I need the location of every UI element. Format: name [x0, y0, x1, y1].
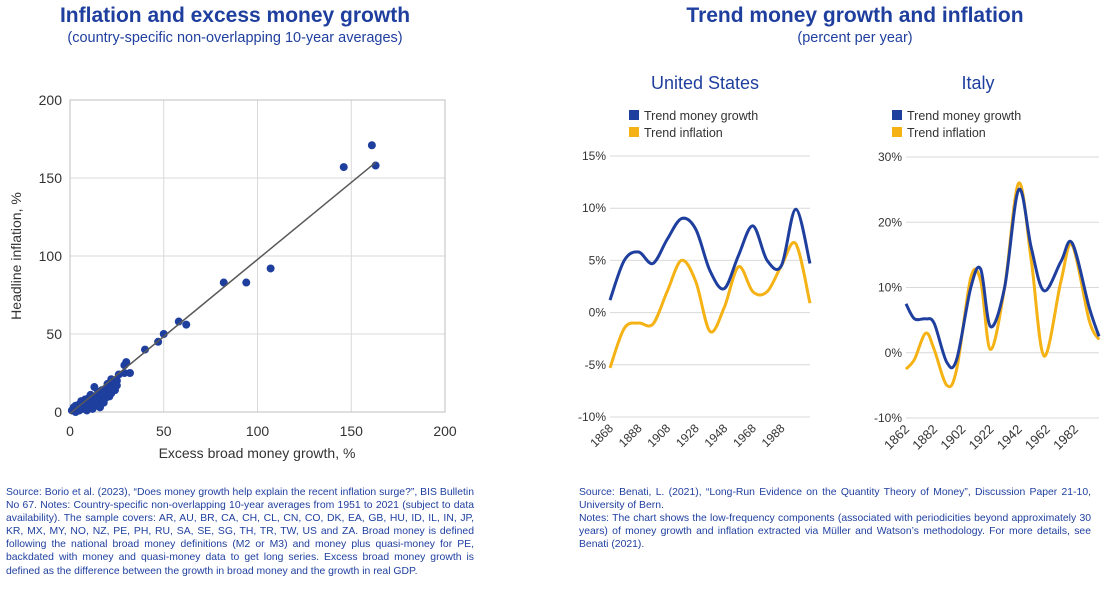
us-y-tick-label: 0% [589, 306, 607, 320]
scatter-y-tick-label: 100 [39, 248, 63, 264]
scatter-x-tick-label: 0 [66, 423, 74, 439]
scatter-fit-line [69, 161, 377, 415]
scatter-point [122, 358, 131, 367]
right-notes-text: Notes: The chart shows the low-frequency… [579, 513, 1091, 551]
italy-legend-inflation-label: Trend inflation [907, 126, 986, 140]
scatter-points [67, 141, 380, 416]
scatter-point [367, 141, 376, 150]
italy-x-tick-label: 1942 [994, 422, 1025, 453]
us-x-tick-label: 1888 [616, 421, 645, 450]
left-chart-subtitle: (country-specific non-overlapping 10-yea… [67, 30, 403, 46]
scatter-point [219, 278, 228, 287]
italy-y-tick-label: 10% [878, 281, 902, 295]
us-y-tick-label: 15% [582, 149, 606, 163]
us-x-tick-label: 1968 [730, 421, 759, 450]
right-source-text: Source: Benati, L. (2021), “Long-Run Evi… [579, 487, 1091, 512]
italy-y-tick-label: 30% [878, 150, 902, 164]
italy-grid [906, 156, 1099, 419]
us-legend-inflation-label: Trend inflation [644, 126, 723, 140]
panel-title-united-states: United States [650, 73, 760, 93]
scatter-point [266, 264, 275, 273]
italy-x-tick-label: 1862 [881, 422, 912, 453]
right-chart-title: Trend money growth and inflation [686, 4, 1024, 27]
italy-trend-inflation-line [904, 181, 1101, 389]
italy-y-tick-label: -10% [874, 411, 902, 425]
scatter-x-tick-label: 150 [340, 423, 364, 439]
us-x-tick-label: 1908 [644, 421, 673, 450]
us-y-tick-label: 10% [582, 201, 606, 215]
italy-y-tick-label: 0% [885, 346, 903, 360]
us-trend-money-growth-line [608, 207, 812, 301]
us-x-tick-label: 1868 [587, 421, 616, 450]
scatter-y-tick-label: 50 [46, 326, 62, 342]
italy-x-tick-label: 1922 [966, 422, 997, 453]
panel-title-italy: Italy [961, 73, 995, 93]
italy-x-tick-label: 1902 [937, 422, 968, 453]
scatter-y-axis-label: Headline inflation, % [8, 192, 24, 320]
scatter-x-tick-labels: 0 50 100 150 200 [66, 423, 457, 439]
scatter-y-tick-labels: 0 50 100 150 200 [39, 92, 63, 420]
scatter-chart: 0 50 100 150 200 0 50 100 150 200 Excess broad m… [8, 92, 457, 461]
us-legend-money-label: Trend money growth [644, 109, 758, 123]
scatter-point [174, 317, 183, 326]
right-chart-subtitle: (percent per year) [797, 30, 913, 46]
italy-y-tick-label: 20% [878, 215, 902, 229]
scatter-x-tick-label: 50 [156, 423, 172, 439]
scatter-point [339, 163, 348, 172]
us-line-chart: Trend money growth Trend inflation -10%-… [578, 109, 812, 450]
italy-legend: Trend money growth Trend inflation [892, 109, 1021, 140]
italy-line-chart: Trend money growth Trend inflation -10% 0… [874, 109, 1101, 453]
italy-trend-money-growth-line [904, 187, 1101, 370]
italy-x-tick-label: 1962 [1022, 422, 1053, 453]
scatter-y-tick-label: 200 [39, 92, 63, 108]
us-legend: Trend money growth Trend inflation [629, 109, 758, 140]
scatter-point [159, 330, 168, 338]
us-x-tick-label: 1948 [702, 421, 731, 450]
scatter-point [141, 345, 149, 354]
italy-x-tick-label: 1882 [909, 422, 940, 453]
left-chart-title: Inflation and excess money growth [59, 4, 411, 27]
us-x-tick-label: 1928 [673, 421, 702, 450]
italy-legend-inflation-swatch [892, 127, 902, 137]
scatter-x-tick-label: 100 [246, 423, 270, 439]
us-x-tick-labels: 1868 1888 1908 1928 1948 1968 1988 [587, 421, 787, 450]
italy-legend-money-swatch [892, 110, 902, 120]
scatter-point [112, 376, 121, 385]
us-grid [610, 155, 810, 418]
scatter-plot-area-border [69, 99, 446, 413]
scatter-point [126, 369, 134, 377]
scatter-point [182, 320, 191, 329]
us-legend-inflation-swatch [629, 127, 639, 137]
right-source-notes: Source: Benati, L. (2021), “Long-Run Evi… [579, 486, 1091, 551]
us-y-tick-label: -10% [578, 410, 606, 424]
us-y-tick-label: 5% [589, 253, 607, 267]
scatter-y-tick-label: 0 [54, 404, 62, 420]
us-trend-inflation-line [608, 241, 812, 369]
italy-legend-money-label: Trend money growth [907, 109, 1021, 123]
scatter-x-tick-label: 200 [433, 423, 457, 439]
us-y-tick-label: -5% [585, 358, 607, 372]
italy-x-tick-label: 1982 [1050, 422, 1081, 453]
us-legend-money-swatch [629, 110, 639, 120]
left-source-notes: Source: Borio et al. (2023), “Does money… [6, 486, 474, 578]
scatter-point [242, 278, 251, 287]
us-y-tick-labels: -10% -5% 0% 5% 10% 15% [578, 149, 606, 424]
left-source-text: Source: Borio et al. (2023), “Does money… [6, 487, 474, 577]
italy-y-tick-labels: -10% 0% 10% 20% 30% [874, 150, 902, 425]
us-x-tick-label: 1988 [759, 421, 788, 450]
scatter-x-axis-label: Excess broad money growth, % [159, 445, 356, 461]
scatter-y-tick-label: 150 [39, 170, 63, 186]
